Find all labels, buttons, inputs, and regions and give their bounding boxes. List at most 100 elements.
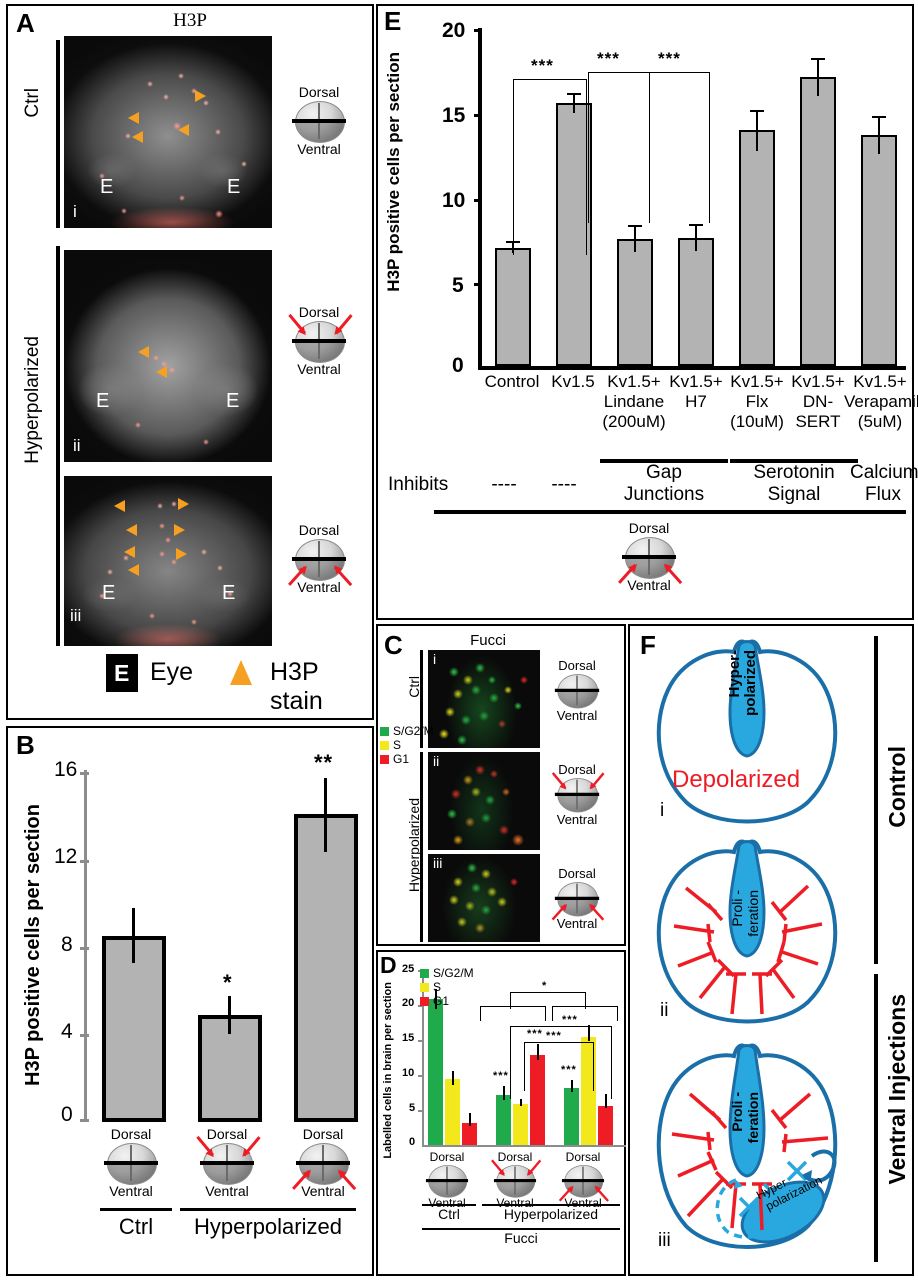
- inhibits-calcium: Calcium Flux: [850, 462, 918, 505]
- bar-kv15-h7: [678, 238, 714, 366]
- bar-ctrl-sg2m: [428, 999, 443, 1145]
- inhibits-bottom-rule: [434, 510, 906, 514]
- sig-label-3: ***: [658, 49, 681, 68]
- bar-ctrl-s: [445, 1079, 460, 1145]
- bar-kv15-flx: [739, 130, 775, 366]
- sig-star-hyp-dorsal: *: [223, 970, 233, 995]
- dashed-feedback-arrow: [715, 1178, 776, 1239]
- xlabel-kv15-verapamil: Kv1.5+ Verapamil (5uM): [844, 372, 918, 431]
- embryo-diagram-ctrl: Dorsal Ventral: [286, 84, 352, 157]
- embryo-diagram-hyperpolarized-ventral: Dorsal Ventral: [286, 522, 353, 595]
- bar-group: * **: [90, 750, 372, 1122]
- ventral-label: Ventral: [301, 1183, 345, 1199]
- dorsal-label: Dorsal: [565, 1150, 601, 1164]
- inhibits-kv15: ----: [551, 474, 577, 495]
- xlabel-kv15: Kv1.5: [551, 372, 595, 391]
- dorsal-label: Dorsal: [558, 658, 596, 673]
- ventral-label: Ventral: [297, 361, 341, 377]
- h3p-arrowhead: [176, 548, 187, 560]
- bar-hyp-ventral: [294, 814, 358, 1122]
- panel-e: E H3P positive cells per section 20 15 1…: [376, 4, 918, 620]
- sig-hypd-g1: ***: [527, 1028, 543, 1040]
- ventral-label: Ventral: [556, 916, 598, 931]
- h3p-arrowhead: [114, 500, 125, 512]
- legend-swatch-green: [380, 727, 389, 737]
- ytick-0: 0: [452, 354, 464, 377]
- panel-d-label: D: [380, 952, 397, 978]
- embryo-outline-iii: [656, 1043, 838, 1249]
- subpanel-label-i: i: [73, 202, 77, 221]
- ytick-0: 0: [409, 1136, 416, 1148]
- eye-label: E: [100, 176, 114, 198]
- h3p-stain-text: H3P stain: [270, 658, 323, 715]
- f-sub-label-iii: iii: [658, 1230, 671, 1251]
- panel-b-yaxis: [84, 770, 87, 1120]
- dorsal-label: Dorsal: [429, 1150, 465, 1164]
- embryo-hyp-ventral: Dorsal Ventral: [290, 1126, 357, 1199]
- legend-swatch-green: [420, 969, 429, 979]
- panel-e-ylabel: H3P positive cells per section: [384, 52, 403, 292]
- h3p-arrowhead: [195, 90, 206, 102]
- embryo-outline-ii: [656, 839, 838, 1024]
- ytick-8: 8: [61, 933, 73, 956]
- dorsal-label: Dorsal: [298, 304, 340, 320]
- bar-hypd-s: [513, 1104, 528, 1145]
- sig-label-1: ***: [531, 56, 554, 75]
- group-label-ctrl: Ctrl: [438, 1206, 460, 1222]
- row-label-ctrl: Ctrl: [406, 676, 422, 698]
- panel-d-xaxis: [422, 1145, 626, 1147]
- ventral-label: Ventral: [205, 1183, 249, 1199]
- feedback-loop-arrow: [802, 1149, 837, 1183]
- panel-e-label: E: [384, 6, 402, 36]
- dorsal-label: Dorsal: [206, 1126, 248, 1142]
- bar-hypv-g1: [598, 1106, 613, 1145]
- eye-key-box: [106, 654, 138, 692]
- panel-c-label: C: [384, 630, 403, 660]
- legend-item-sg2m: S/G2/M: [380, 724, 434, 738]
- xlabel-kv15-flx: Kv1.5+ Flx (10uM): [730, 372, 784, 431]
- embryo-hyp-dorsal: Dorsal Ventral: [194, 1126, 261, 1199]
- panel-c-title: Fucci: [470, 632, 506, 649]
- f-inner-label-iii: Proli -: [729, 1092, 745, 1132]
- row-label-hyperpolarized: Hyperpolarized: [406, 798, 422, 893]
- panel-f-label: F: [640, 630, 656, 660]
- embryo-outline-i: [656, 639, 838, 824]
- microscopy-image-i: E E i: [64, 36, 272, 228]
- bar-control: [495, 248, 531, 366]
- hyperpolarized-bracket: [420, 752, 423, 942]
- subpanel-label-iii: iii: [70, 606, 82, 625]
- inhibition-bars-ii: [673, 884, 823, 1015]
- f-inner-label-iii-2: feration: [745, 1092, 761, 1144]
- embryo-hyp-ventral: Dorsal Ventral: [552, 1150, 614, 1210]
- ventral-injections-bracket: [874, 974, 878, 1262]
- sig-label-d-2: ***: [562, 1014, 578, 1026]
- bar-kv15-dnsert: [800, 77, 836, 366]
- embryo-ctrl: Dorsal Ventral: [98, 1126, 164, 1199]
- fucci-image-iii: iii: [428, 854, 540, 942]
- legend-swatch-yellow: [420, 983, 429, 993]
- ventral-label: Ventral: [109, 1183, 153, 1199]
- eye-label: E: [102, 582, 116, 604]
- bar-ctrl-g1: [462, 1123, 477, 1145]
- ytick-20: 20: [402, 997, 415, 1009]
- ventral-label: Ventral: [564, 1196, 602, 1210]
- group-label-hyperpolarized: Hyperpolarized: [194, 1214, 342, 1239]
- hyperpolarized-bracket: [56, 246, 60, 646]
- xlabel-kv15-h7: Kv1.5+ H7: [669, 372, 723, 411]
- h3p-arrowhead: [126, 524, 137, 536]
- bar-kv15-lindane: [617, 239, 653, 366]
- fucci-image-i: i: [428, 650, 540, 748]
- panel-b-plot: 16 12 8 4 0 * **: [52, 750, 372, 1126]
- sig-bracket-d-3: [524, 1042, 594, 1091]
- fucci-rule: [422, 1228, 620, 1230]
- legend-swatch-yellow: [380, 741, 389, 751]
- dorsal-label: Dorsal: [302, 1126, 344, 1142]
- f-inner-label-i-2: polarized: [742, 650, 759, 716]
- sig-bracket-d-2: [510, 1026, 612, 1099]
- dorsal-label: Dorsal: [298, 522, 340, 538]
- microscopy-image-ii: E E ii: [64, 250, 272, 462]
- sig-bracket-1: [513, 79, 587, 255]
- ventral-label: Ventral: [297, 141, 341, 157]
- inhibits-label: Inhibits: [388, 474, 449, 495]
- h3p-arrowhead: [124, 546, 135, 558]
